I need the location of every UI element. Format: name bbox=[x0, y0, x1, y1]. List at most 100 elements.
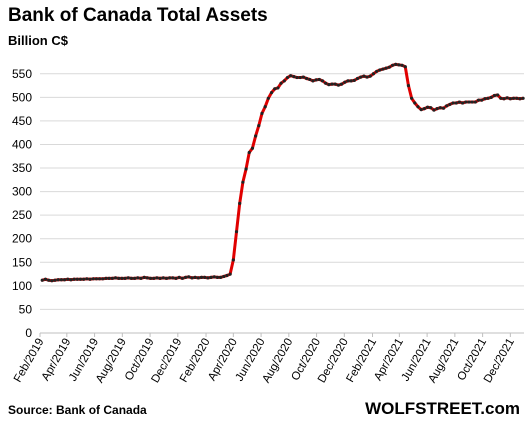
data-point bbox=[304, 76, 309, 81]
data-point bbox=[152, 276, 156, 280]
data-point bbox=[126, 276, 130, 280]
data-point bbox=[107, 276, 111, 280]
data-point bbox=[451, 101, 455, 105]
data-point bbox=[324, 81, 328, 85]
data-point bbox=[56, 278, 60, 282]
data-point bbox=[381, 67, 385, 71]
data-point bbox=[279, 81, 283, 85]
data-point bbox=[460, 101, 465, 105]
data-point bbox=[123, 276, 127, 280]
data-point bbox=[94, 277, 99, 281]
data-point bbox=[359, 75, 363, 79]
data-point bbox=[457, 100, 462, 104]
data-point bbox=[473, 100, 477, 104]
data-point bbox=[378, 68, 382, 72]
y-tick-label: 300 bbox=[12, 185, 32, 199]
data-point bbox=[292, 75, 296, 79]
y-tick-label: 200 bbox=[12, 232, 32, 246]
data-point bbox=[234, 230, 239, 234]
data-point bbox=[317, 77, 321, 82]
data-point bbox=[174, 276, 178, 280]
data-point bbox=[289, 74, 293, 78]
data-point bbox=[129, 276, 134, 280]
data-point bbox=[120, 276, 124, 280]
data-point bbox=[113, 276, 118, 280]
data-point bbox=[69, 278, 73, 282]
data-point bbox=[155, 276, 159, 280]
data-point bbox=[269, 91, 274, 95]
data-point bbox=[339, 82, 344, 86]
x-axis-tick-labels: Feb/2019Apr/2019Jun/2019Aug/2019Oct/2019… bbox=[12, 336, 517, 385]
data-point bbox=[438, 106, 442, 110]
y-tick-label: 250 bbox=[12, 208, 32, 222]
data-point bbox=[515, 96, 519, 100]
data-point bbox=[489, 95, 493, 99]
data-point bbox=[384, 66, 388, 70]
data-point bbox=[209, 275, 213, 279]
data-point bbox=[464, 100, 468, 104]
data-point bbox=[362, 74, 366, 78]
data-point bbox=[187, 275, 191, 279]
data-point bbox=[480, 98, 484, 102]
data-point bbox=[320, 79, 325, 83]
data-point bbox=[88, 277, 92, 281]
x-axis bbox=[39, 333, 511, 337]
source-note: Source: Bank of Canada bbox=[8, 403, 147, 417]
data-point bbox=[301, 75, 305, 79]
data-point bbox=[148, 276, 153, 280]
data-point bbox=[330, 82, 334, 86]
data-point bbox=[47, 278, 51, 282]
data-point bbox=[206, 276, 210, 280]
data-point bbox=[467, 100, 471, 104]
data-point bbox=[168, 276, 172, 280]
data-point bbox=[276, 86, 280, 90]
data-point bbox=[145, 276, 149, 280]
data-point bbox=[177, 275, 181, 279]
data-point bbox=[419, 108, 423, 112]
data-point bbox=[254, 134, 258, 138]
y-tick-label: 500 bbox=[12, 90, 32, 104]
data-point bbox=[238, 201, 242, 205]
y-tick-label: 450 bbox=[12, 114, 32, 128]
y-tick-label: 100 bbox=[12, 279, 32, 293]
data-point bbox=[78, 277, 83, 281]
y-tick-label: 150 bbox=[12, 255, 32, 269]
data-point bbox=[196, 276, 200, 280]
data-point bbox=[470, 100, 474, 104]
data-point bbox=[314, 78, 318, 82]
data-point bbox=[365, 75, 369, 79]
data-point bbox=[266, 96, 270, 100]
data-point bbox=[40, 278, 44, 282]
data-point bbox=[406, 83, 411, 88]
data-point bbox=[352, 78, 356, 82]
data-point bbox=[505, 96, 509, 100]
data-point bbox=[110, 276, 114, 280]
data-point bbox=[518, 97, 522, 101]
data-point bbox=[260, 111, 264, 115]
grid-lines bbox=[40, 73, 524, 334]
data-point bbox=[257, 124, 261, 128]
data-point bbox=[375, 69, 379, 74]
data-point bbox=[371, 72, 376, 76]
data-point bbox=[241, 180, 245, 184]
data-point bbox=[422, 107, 426, 111]
data-point bbox=[263, 105, 267, 109]
data-point bbox=[193, 275, 197, 279]
data-point bbox=[486, 96, 490, 100]
data-point bbox=[403, 65, 407, 69]
data-point bbox=[387, 65, 391, 69]
y-tick-label: 50 bbox=[19, 302, 33, 316]
series-line bbox=[40, 62, 525, 283]
data-point bbox=[476, 98, 481, 102]
data-point bbox=[244, 167, 248, 171]
data-point bbox=[454, 101, 458, 105]
y-tick-label: 550 bbox=[12, 67, 32, 81]
data-point bbox=[441, 106, 446, 110]
data-point bbox=[355, 76, 360, 81]
data-point bbox=[368, 74, 372, 78]
data-point bbox=[435, 107, 439, 111]
data-point bbox=[139, 276, 143, 280]
data-point bbox=[171, 276, 175, 280]
data-point bbox=[164, 276, 169, 280]
